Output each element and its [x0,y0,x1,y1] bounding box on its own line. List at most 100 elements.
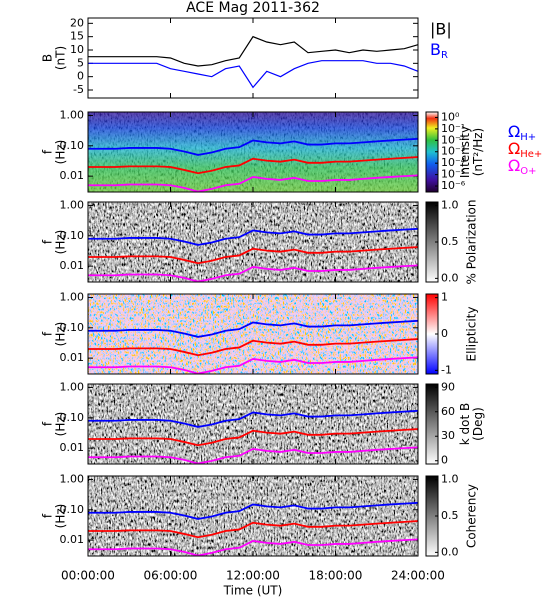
y-tick-label: 1.00 [60,198,85,211]
plot-frame [87,293,419,375]
y-tick-label: 0.10 [60,321,85,334]
series-line [88,338,419,357]
colorbar-tick-label: 10⁻⁴ [441,156,466,169]
colorbar-tick-label: 10⁻⁶ [441,179,466,192]
y-axis-label: B [41,54,55,62]
y-axis-label: (Hz) [54,140,68,165]
x-tick-label: 00:00:00 [61,569,115,583]
series-line [88,246,419,265]
y-tick-label: 1.00 [60,290,85,303]
y-axis-label: (Hz) [54,412,68,437]
colorbar-tick-label: 10⁻³ [441,145,465,158]
y-axis-label: (Hz) [54,322,68,347]
y-tick-label: 1.00 [60,380,85,393]
y-axis-label: f [41,331,55,336]
series-line [88,60,419,89]
y-axis-label: (Hz) [54,504,68,529]
y-tick-label: 0.01 [60,351,85,364]
colorbar-tick-label: 0.0 [441,545,459,558]
y-tick-label: 1.00 [60,472,85,485]
colorbar-tick-label: 90 [441,380,455,393]
plot-frame [87,475,419,557]
series-line [88,428,419,447]
colorbar-tick-label: 10⁻² [441,133,465,146]
legend-label: ΩHe+ [508,139,542,161]
series-line [88,538,419,557]
colorbar-tick-label: 0 [441,327,448,340]
y-tick-label: 20 [70,16,84,29]
spectrogram [88,476,418,556]
plot-frame [87,383,419,465]
colorbar-tick-label: 0 [441,454,448,467]
y-tick-label: 0.10 [60,411,85,424]
series-line [88,156,419,175]
plot-frame [87,17,419,99]
x-tick-label: 24:00:00 [391,569,445,583]
legend-label: BR [430,40,448,62]
y-tick-label: 15 [70,30,84,43]
colorbar-tick-label: 10⁻⁵ [441,168,465,181]
y-axis-label: (Hz) [54,230,68,255]
y-tick-label: 0.01 [60,169,85,182]
legend-label: ΩO+ [508,156,536,178]
y-tick-label: 1.00 [60,108,85,121]
plot-frame [87,201,419,283]
colorbar-label: Coherency [465,484,479,548]
y-axis-label: f [41,149,55,154]
y-tick-label: 0.10 [60,229,85,242]
series-line [88,501,419,520]
colorbar-tick-label: 10⁰ [441,110,460,123]
y-tick-label: 5 [77,56,84,69]
series-line [88,174,419,193]
y-tick-label: 0.10 [60,503,85,516]
colorbar-tick-label: 0.5 [441,509,459,522]
x-tick-label: 12:00:00 [226,569,280,583]
y-tick-label: 10 [70,43,84,56]
x-axis-label: Time (UT) [223,584,283,598]
colorbar-tick-label: 0.5 [441,235,459,248]
spectrogram [88,384,418,464]
y-tick-label: 0 [77,70,84,83]
colorbar-label: % Polarization [465,200,479,285]
colorbar-tick-label: 10⁻¹ [441,122,465,135]
y-axis-label: (nT) [54,46,68,70]
y-axis-label: f [41,513,55,518]
x-tick-label: 06:00:00 [144,569,198,583]
series-line [88,356,419,375]
chart-title: ACE Mag 2011-362 [186,0,320,16]
y-tick-label: 0.01 [60,441,85,454]
colorbar-label: Ellipticity [465,307,479,362]
y-axis-label: f [41,421,55,426]
y-tick-label: 0.01 [60,533,85,546]
y-tick-label: 0.10 [60,139,85,152]
colorbar-label: (Deg) [471,407,485,441]
plot-frame [87,111,419,193]
spectrogram-texture [88,112,418,192]
spectrogram [88,202,418,282]
colorbar [425,383,439,465]
x-tick-label: 18:00:00 [309,569,363,583]
colorbar-label: k dot B [458,403,472,445]
colorbar-tick-label: 30 [441,429,455,442]
series-line [88,446,419,465]
spectrogram [88,294,418,374]
colorbar-tick-label: 1.0 [441,473,459,486]
y-tick-label: 0.01 [60,259,85,272]
y-axis-label: f [41,239,55,244]
series-line [88,520,419,539]
legend-label: ΩH+ [508,122,536,144]
legend-label: |B| [430,20,452,39]
series-line [88,227,419,246]
series-line [88,137,419,156]
y-tick-label: -5 [73,83,84,96]
colorbar-label: Intensity [458,126,472,178]
series-line [88,409,419,428]
colorbar-tick-label: 1.0 [441,199,459,212]
series-line [88,35,419,67]
colorbar-tick-label: 1 [441,291,448,304]
colorbar-tick-label: 60 [441,405,455,418]
colorbar-tick-label: -1 [441,363,452,376]
colorbar-label: (nT²/Hz) [471,128,485,176]
